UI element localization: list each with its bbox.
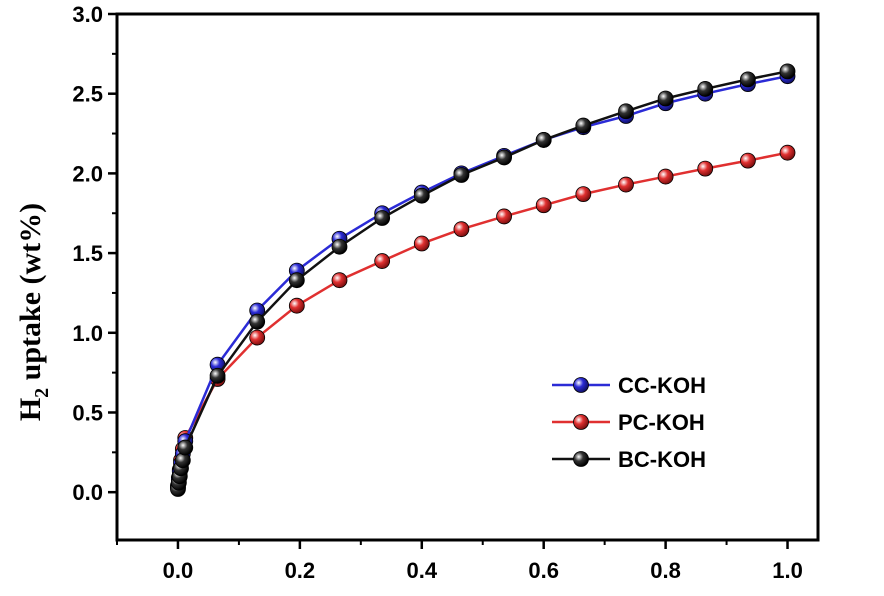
data-point xyxy=(535,132,552,148)
data-point xyxy=(740,71,756,88)
data-point xyxy=(209,367,226,384)
data-point xyxy=(453,221,470,238)
data-point xyxy=(496,149,512,166)
legend-label: BC-KOH xyxy=(618,447,706,472)
data-point xyxy=(288,272,305,289)
data-point xyxy=(657,90,674,107)
data-point xyxy=(575,117,592,134)
x-tick-label: 0.2 xyxy=(285,558,316,583)
data-point xyxy=(697,81,714,97)
x-tick-label: 0.4 xyxy=(406,558,437,583)
y-tick-label: 2.5 xyxy=(72,82,103,107)
legend-item-cc-koh: CC-KOH xyxy=(552,373,706,398)
series-layer xyxy=(170,63,796,497)
data-point xyxy=(331,272,348,289)
legend-item-pc-koh: PC-KOH xyxy=(552,410,705,435)
data-point xyxy=(249,329,266,346)
data-point xyxy=(618,176,634,193)
x-tick-label: 1.0 xyxy=(772,558,803,583)
data-point xyxy=(413,235,430,252)
data-point xyxy=(249,313,266,330)
data-point xyxy=(740,152,756,169)
y-axis-label: H2 uptake (wt%) xyxy=(14,203,53,421)
x-tick-label: 0.6 xyxy=(528,558,559,583)
data-point xyxy=(779,144,796,161)
data-point xyxy=(779,63,796,80)
data-point xyxy=(618,103,634,120)
y-tick-label: 2.0 xyxy=(72,161,103,186)
data-point xyxy=(331,238,348,255)
data-point xyxy=(177,439,194,456)
legend-label: CC-KOH xyxy=(618,373,706,398)
data-point xyxy=(374,210,391,226)
legend-label: PC-KOH xyxy=(618,410,705,435)
y-tick-label: 0.0 xyxy=(72,480,103,505)
series-bc-koh xyxy=(170,63,796,497)
data-point xyxy=(657,168,674,185)
data-point xyxy=(575,186,592,203)
legend: CC-KOH PC-KOH BC-KOH xyxy=(552,373,706,472)
x-tick-label: 0.0 xyxy=(163,558,194,583)
legend-item-bc-koh: BC-KOH xyxy=(552,447,706,472)
data-point xyxy=(453,167,470,183)
legend-marker xyxy=(573,377,589,393)
y-tick-label: 1.5 xyxy=(72,241,103,266)
legend-marker xyxy=(573,451,589,467)
legend-marker xyxy=(573,414,589,430)
plot-frame xyxy=(115,12,820,542)
y-tick-label: 1.0 xyxy=(72,321,103,346)
y-tick-label: 0.5 xyxy=(72,400,103,425)
data-point xyxy=(374,253,391,269)
y-tick-label: 3.0 xyxy=(72,2,103,27)
data-point xyxy=(535,197,552,214)
data-point xyxy=(288,297,305,314)
x-tick-label: 0.8 xyxy=(650,558,681,583)
series-line xyxy=(176,151,788,486)
data-point xyxy=(496,208,512,225)
axis-layer: 0.0 0.2 0.4 0.6 0.8 1.0 0.0 0.5 1.0 1.5 2.0 2.5 3.0 xyxy=(72,2,802,583)
data-point xyxy=(413,187,430,204)
data-point xyxy=(697,160,714,177)
